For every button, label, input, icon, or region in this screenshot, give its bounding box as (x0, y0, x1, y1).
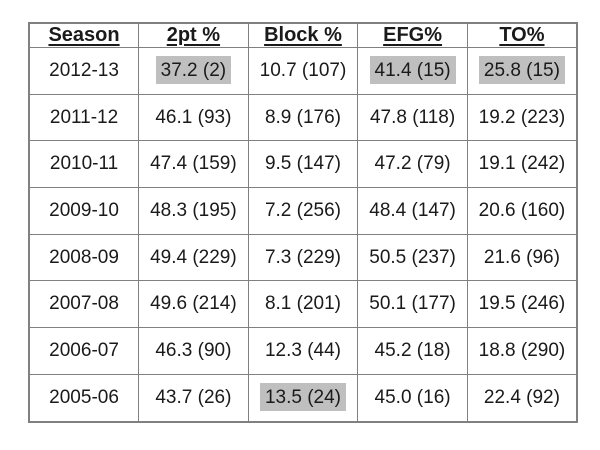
stat-cell: 9.5 (147) (247, 140, 359, 189)
column-header-label: TO% (499, 24, 545, 46)
table-row: 2009-10 48.3 (195) 7.2 (256) 48.4 (147) 20.6… (28, 187, 578, 235)
highlighted-value: 13.5 (24) (259, 382, 346, 411)
column-header-label: Season (48, 24, 120, 46)
stat-cell: 19.2 (223) (466, 93, 578, 142)
stat-cell: 7.2 (256) (247, 187, 359, 235)
stat-cell: 46.1 (93) (138, 93, 249, 142)
season-cell: 2010-11 (28, 140, 140, 189)
table-row: 2006-07 46.3 (90) 12.3 (44) 45.2 (18) 18.8 (… (28, 327, 578, 375)
column-header-label: Block % (264, 24, 342, 46)
stat-cell: 46.3 (90) (138, 327, 249, 375)
table-row: 2011-12 46.1 (93) 8.9 (176) 47.8 (118) 19.2 … (28, 93, 578, 142)
stat-cell: 49.4 (229) (138, 233, 249, 282)
stat-cell: 47.2 (79) (357, 140, 468, 189)
stat-cell: 20.6 (160) (466, 187, 578, 235)
table-row: 2008-09 49.4 (229) 7.3 (229) 50.5 (237) 21.6… (28, 233, 578, 282)
stat-cell: 45.2 (18) (357, 327, 468, 375)
stat-cell: 41.4 (15) (357, 47, 468, 95)
stat-cell: 22.4 (92) (466, 373, 578, 423)
column-header-label: 2pt % (166, 24, 221, 46)
stat-cell: 50.1 (177) (357, 280, 468, 329)
season-cell: 2006-07 (28, 327, 140, 375)
table-header: Season 2pt % Block % EFG% TO% (28, 22, 578, 48)
stat-cell: 13.5 (24) (247, 373, 359, 423)
season-cell: 2012-13 (28, 47, 140, 95)
season-cell: 2007-08 (28, 280, 140, 329)
stat-cell: 37.2 (2) (138, 47, 249, 95)
stat-cell: 43.7 (26) (138, 373, 249, 423)
column-header-label: EFG% (383, 24, 443, 46)
table-row: 2005-06 43.7 (26) 13.5 (24) 45.0 (16) 22.4 (… (28, 373, 578, 423)
stat-cell: 18.8 (290) (466, 327, 578, 375)
stat-cell: 19.1 (242) (466, 140, 578, 189)
season-cell: 2008-09 (28, 233, 140, 282)
column-header: Block % (247, 22, 359, 48)
stat-cell: 10.7 (107) (247, 47, 359, 95)
stat-cell: 49.6 (214) (138, 280, 249, 329)
stat-cell: 12.3 (44) (247, 327, 359, 375)
stat-cell: 45.0 (16) (357, 373, 468, 423)
stat-cell: 25.8 (15) (466, 47, 578, 95)
highlighted-value: 25.8 (15) (478, 55, 565, 84)
header-row: Season 2pt % Block % EFG% TO% (28, 22, 578, 48)
column-header: EFG% (357, 22, 468, 48)
table-body: 2012-13 37.2 (2) 10.7 (107) 41.4 (15) 25.8 (… (28, 47, 578, 423)
column-header: TO% (466, 22, 578, 48)
stat-cell: 8.9 (176) (247, 93, 359, 142)
stat-cell: 8.1 (201) (247, 280, 359, 329)
season-cell: 2005-06 (28, 373, 140, 423)
highlighted-value: 37.2 (2) (155, 55, 232, 84)
column-header: Season (28, 22, 140, 48)
season-cell: 2011-12 (28, 93, 140, 142)
table-row: 2012-13 37.2 (2) 10.7 (107) 41.4 (15) 25.8 (… (28, 47, 578, 95)
season-cell: 2009-10 (28, 187, 140, 235)
stat-cell: 48.4 (147) (357, 187, 468, 235)
stat-cell: 47.8 (118) (357, 93, 468, 142)
stat-cell: 50.5 (237) (357, 233, 468, 282)
table-row: 2007-08 49.6 (214) 8.1 (201) 50.1 (177) 19.5… (28, 280, 578, 329)
stat-cell: 19.5 (246) (466, 280, 578, 329)
stat-cell: 48.3 (195) (138, 187, 249, 235)
stats-table: Season 2pt % Block % EFG% TO% 2012-13 37.2 (2… (28, 22, 578, 423)
table-row: 2010-11 47.4 (159) 9.5 (147) 47.2 (79) 19.1 … (28, 140, 578, 189)
stat-cell: 7.3 (229) (247, 233, 359, 282)
column-header: 2pt % (138, 22, 249, 48)
highlighted-value: 41.4 (15) (369, 55, 456, 84)
stat-cell: 21.6 (96) (466, 233, 578, 282)
stat-cell: 47.4 (159) (138, 140, 249, 189)
